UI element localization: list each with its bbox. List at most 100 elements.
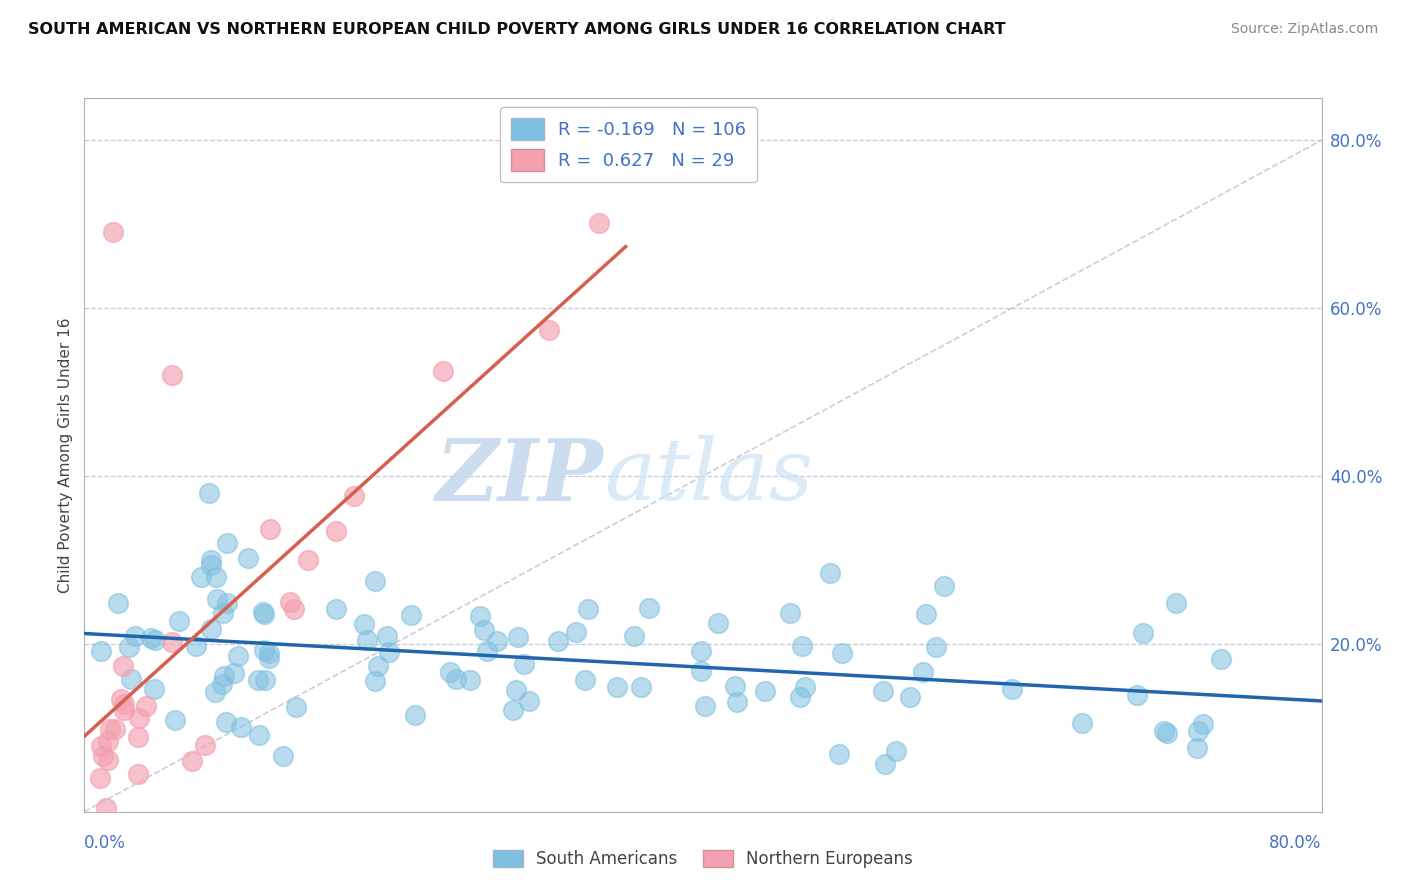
Point <box>818 566 841 581</box>
Point <box>247 727 270 741</box>
Point <box>792 639 814 653</box>
Point <box>135 699 157 714</box>
Point <box>212 669 235 683</box>
Point <box>779 607 801 621</box>
Point <box>725 695 748 709</box>
Point <box>200 553 222 567</box>
Point <box>246 673 269 687</box>
Point <box>1156 726 1178 740</box>
Point <box>94 800 117 814</box>
Point <box>547 634 569 648</box>
Point <box>1185 741 1208 756</box>
Point <box>181 755 204 769</box>
Point <box>404 707 426 722</box>
Point <box>378 645 401 659</box>
Point <box>200 622 222 636</box>
Point <box>794 680 817 694</box>
Point <box>707 615 730 630</box>
Point <box>1126 688 1149 702</box>
Point <box>226 648 249 663</box>
Point <box>96 734 118 748</box>
Point <box>112 702 135 716</box>
Point <box>257 646 280 660</box>
Point <box>689 644 711 658</box>
Point <box>107 596 129 610</box>
Point <box>162 635 184 649</box>
Text: 0.0%: 0.0% <box>84 834 127 852</box>
Point <box>934 579 956 593</box>
Point <box>470 608 492 623</box>
Point <box>754 684 776 698</box>
Point <box>205 569 228 583</box>
Point <box>724 679 747 693</box>
Point <box>212 606 235 620</box>
Point <box>432 364 454 378</box>
Point <box>574 673 596 687</box>
Point <box>91 749 114 764</box>
Point <box>120 673 142 687</box>
Point <box>353 616 375 631</box>
Point <box>217 596 239 610</box>
Point <box>375 629 398 643</box>
Legend: South Americans, Northern Europeans: South Americans, Northern Europeans <box>486 843 920 875</box>
Point <box>898 690 921 704</box>
Point <box>538 323 561 337</box>
Point <box>297 553 319 567</box>
Point <box>789 690 811 704</box>
Point <box>1209 651 1232 665</box>
Point <box>118 640 141 655</box>
Point <box>472 624 495 638</box>
Point <box>576 602 599 616</box>
Point <box>367 658 389 673</box>
Point <box>399 608 422 623</box>
Point <box>623 629 645 643</box>
Point <box>606 681 628 695</box>
Point <box>505 682 527 697</box>
Point <box>90 643 112 657</box>
Point <box>104 722 127 736</box>
Point <box>875 756 897 771</box>
Point <box>828 747 851 761</box>
Point <box>283 602 305 616</box>
Point <box>1132 626 1154 640</box>
Point <box>160 368 183 383</box>
Text: Source: ZipAtlas.com: Source: ZipAtlas.com <box>1230 22 1378 37</box>
Point <box>356 632 378 647</box>
Point <box>1164 595 1187 609</box>
Point <box>215 715 238 730</box>
Point <box>506 630 529 644</box>
Point <box>911 665 934 679</box>
Point <box>97 753 120 767</box>
Point <box>925 640 948 655</box>
Point <box>259 522 281 536</box>
Point <box>1001 682 1024 697</box>
Point <box>124 629 146 643</box>
Point <box>485 633 508 648</box>
Point <box>444 672 467 686</box>
Point <box>513 657 536 671</box>
Y-axis label: Child Poverty Among Girls Under 16: Child Poverty Among Girls Under 16 <box>58 318 73 592</box>
Point <box>285 699 308 714</box>
Point <box>127 730 149 744</box>
Point <box>253 643 276 657</box>
Point <box>128 711 150 725</box>
Point <box>127 767 149 781</box>
Point <box>693 698 716 713</box>
Point <box>200 558 222 572</box>
Point <box>475 644 498 658</box>
Point <box>502 703 524 717</box>
Text: ZIP: ZIP <box>436 434 605 518</box>
Point <box>163 713 186 727</box>
Point <box>254 673 277 687</box>
Point <box>229 720 252 734</box>
Point <box>139 631 162 645</box>
Point <box>257 651 280 665</box>
Point <box>1153 723 1175 738</box>
Point <box>205 592 228 607</box>
Point <box>253 607 276 621</box>
Point <box>271 749 294 764</box>
Point <box>114 698 136 712</box>
Point <box>194 738 217 752</box>
Text: atlas: atlas <box>605 435 813 517</box>
Legend: R = -0.169   N = 106, R =  0.627   N = 29: R = -0.169 N = 106, R = 0.627 N = 29 <box>501 107 756 182</box>
